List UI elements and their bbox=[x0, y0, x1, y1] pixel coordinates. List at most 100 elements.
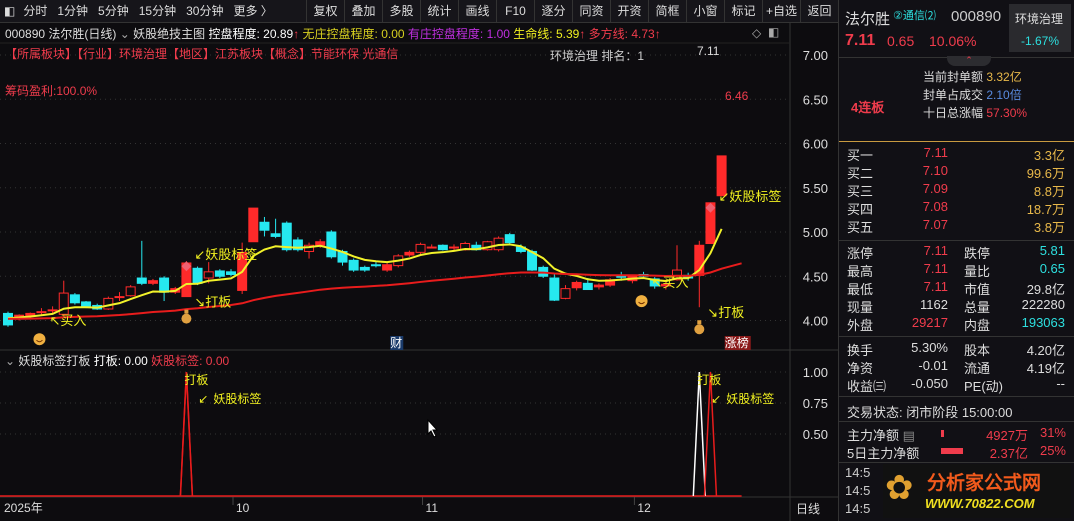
bid-label: 买一 bbox=[847, 148, 874, 163]
stat-value: 193063 bbox=[1021, 315, 1065, 330]
smiley-face bbox=[33, 333, 46, 346]
main-flow-pct: 31% bbox=[1039, 425, 1066, 440]
sub-indicator-name[interactable]: 妖股标签打板 bbox=[18, 354, 91, 368]
toolbar-button[interactable]: 简框 bbox=[648, 0, 686, 22]
period-tab[interactable]: 更多 〉 bbox=[233, 3, 273, 18]
list-icon[interactable]: ▤ bbox=[902, 428, 915, 443]
life-line: 生命线: 5.39 bbox=[513, 27, 580, 41]
candle bbox=[159, 276, 170, 302]
smiley-mouth bbox=[638, 301, 645, 305]
dropdown-icon[interactable]: ⌄ bbox=[119, 27, 130, 41]
candle-body bbox=[125, 286, 136, 297]
candle-body bbox=[582, 282, 593, 291]
toolbar-button[interactable]: 复权 bbox=[306, 0, 344, 22]
concept-badge[interactable]: ②通信⑵ bbox=[893, 10, 936, 22]
diamond-icon[interactable]: ◇ bbox=[752, 26, 762, 40]
toolbar: ◧ 分时 1分钟 5分钟 15分钟 30分钟 更多 〉 复权 叠加 多股 统计 画线 F10 逐分 同资… bbox=[0, 0, 838, 23]
sector-box[interactable] bbox=[1009, 4, 1071, 52]
arrow-icon: ↙ bbox=[711, 392, 721, 406]
candle bbox=[203, 262, 214, 284]
price-change-pct: 10.06% bbox=[929, 33, 977, 49]
daban-label: 打板 bbox=[697, 373, 721, 387]
candle bbox=[660, 281, 671, 290]
candle bbox=[270, 218, 281, 239]
money-bag-body bbox=[694, 324, 705, 335]
smiley-mouth bbox=[36, 339, 43, 343]
period-tab[interactable]: 分时 bbox=[23, 3, 48, 18]
stat-label: 换手 bbox=[847, 343, 874, 358]
toolbar-button[interactable]: 统计 bbox=[420, 0, 458, 22]
toolbar-button[interactable]: 叠加 bbox=[344, 0, 382, 22]
candle-body bbox=[415, 243, 426, 253]
dropdown-icon[interactable]: ⌄ bbox=[5, 354, 16, 368]
indicator-header: 000890 法尔胜(日线) ⌄ 妖股绝技主图 控盘程度: 20.89↑ 无庄控… bbox=[5, 25, 661, 42]
stat-value: 7.11 bbox=[923, 261, 948, 276]
candle bbox=[571, 280, 582, 291]
toolbar-button[interactable]: F10 bbox=[496, 0, 534, 22]
sector-change: -1.67% bbox=[1021, 34, 1060, 48]
toolbar-button[interactable]: 逐分 bbox=[534, 0, 572, 22]
up-arrow-icon: ↑ bbox=[293, 27, 300, 41]
stat-label: 现量 bbox=[847, 300, 874, 315]
toolbar-button[interactable]: 画线 bbox=[458, 0, 496, 22]
toolbar-button[interactable]: +自选 bbox=[762, 0, 800, 22]
toolbar-button[interactable]: 标记 bbox=[724, 0, 762, 22]
sidebar-toggle-icon[interactable]: ◧ bbox=[4, 3, 16, 18]
period-tab[interactable]: 30分钟 bbox=[186, 3, 224, 18]
seal-ratio-label: 封单占成交 bbox=[923, 88, 984, 102]
candle-body bbox=[248, 207, 259, 243]
collapse-icon[interactable]: ⌃ bbox=[947, 56, 991, 66]
sector-name[interactable]: 环境治理 bbox=[1015, 12, 1064, 26]
candle-body bbox=[571, 281, 582, 289]
toolbar-button[interactable]: 同资 bbox=[572, 0, 610, 22]
candle-body bbox=[616, 275, 627, 278]
smiley-face bbox=[635, 295, 648, 308]
candle-body bbox=[147, 280, 158, 284]
candle bbox=[326, 230, 337, 259]
trade-status: 交易状态: 闭市阶段 15:00:00 bbox=[847, 405, 1013, 420]
candle-body bbox=[270, 233, 281, 237]
kline-chart[interactable]: 7.006.506.005.505.004.504.00↙妖股标签↘打板↖买入↖… bbox=[0, 0, 838, 521]
y-tick-label: 4.00 bbox=[803, 314, 828, 329]
stat-label: 净资 bbox=[847, 361, 874, 376]
sector-tags: 【所属板块】【行业】环境治理【地区】江苏板块【概念】节能环保 光通信 bbox=[5, 47, 399, 61]
bid-price: 7.08 bbox=[922, 199, 948, 214]
toolbar-button[interactable]: 返回 bbox=[800, 0, 838, 22]
candle-body bbox=[315, 241, 326, 246]
indicator-name[interactable]: 妖股绝技主图 bbox=[133, 27, 206, 41]
control-degree: 控盘程度: 20.89 bbox=[208, 27, 294, 41]
toolbar-button[interactable]: 小窗 bbox=[686, 0, 724, 22]
candle-body bbox=[159, 277, 170, 293]
logo-url: WWW.70822.COM bbox=[925, 496, 1035, 511]
seal-ratio: 2.10倍 bbox=[986, 88, 1022, 102]
period-tab[interactable]: 1分钟 bbox=[57, 3, 89, 18]
money-bag-top bbox=[184, 309, 189, 314]
candle bbox=[593, 283, 604, 290]
candle-body bbox=[292, 239, 303, 251]
stat-value: 222280 bbox=[1021, 297, 1065, 312]
stat-value: 7.11 bbox=[923, 279, 948, 294]
period-tab[interactable]: 15分钟 bbox=[138, 3, 177, 18]
candle-body bbox=[69, 294, 80, 304]
dealer-control: 有庄控盘程度: 1.00 bbox=[407, 27, 510, 41]
candle-body bbox=[370, 264, 381, 267]
panel-toggle-icon[interactable]: ◧ bbox=[768, 25, 780, 39]
period-tab[interactable]: 5分钟 bbox=[98, 3, 129, 18]
toolbar-button[interactable]: 开资 bbox=[610, 0, 648, 22]
toolbar-button[interactable]: 多股 bbox=[382, 0, 420, 22]
price-change: 0.65 bbox=[887, 33, 915, 49]
candle-body bbox=[504, 234, 515, 244]
candle bbox=[716, 155, 727, 197]
candle-body bbox=[192, 267, 203, 284]
stat-label: 流通 bbox=[964, 361, 991, 376]
x-tick-label: 11 bbox=[426, 501, 439, 515]
ten-day-label: 十日总涨幅 bbox=[923, 106, 984, 120]
quote-panel: 法尔胜 ②通信⑵ 000890 环境治理 -1.67% 7.11 0.65 10… bbox=[838, 0, 1074, 521]
smiley-icon bbox=[635, 295, 648, 308]
candle bbox=[36, 308, 47, 316]
y-tick-label: 5.50 bbox=[803, 181, 828, 196]
tick-time: 14:5 bbox=[845, 483, 871, 498]
marker-bg bbox=[390, 336, 404, 350]
daban-series bbox=[692, 371, 707, 497]
candle-body bbox=[359, 266, 370, 271]
